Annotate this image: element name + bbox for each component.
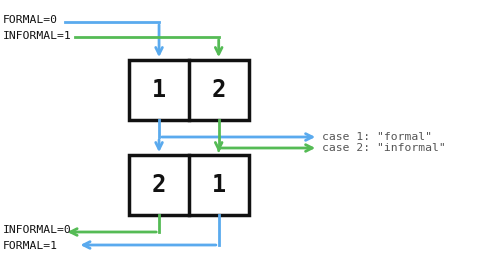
Bar: [129, 155, 249, 215]
Text: FORMAL=1: FORMAL=1: [3, 241, 58, 251]
Text: 2: 2: [152, 173, 166, 197]
Text: FORMAL=0: FORMAL=0: [3, 15, 58, 25]
Text: 1: 1: [152, 78, 166, 102]
Bar: [129, 60, 249, 120]
Text: case 2: "informal": case 2: "informal": [322, 143, 446, 153]
Text: INFORMAL=1: INFORMAL=1: [3, 31, 72, 41]
Text: 1: 1: [212, 173, 226, 197]
Text: case 1: "formal": case 1: "formal": [322, 132, 432, 142]
Text: INFORMAL=0: INFORMAL=0: [3, 225, 72, 235]
Text: 2: 2: [212, 78, 226, 102]
